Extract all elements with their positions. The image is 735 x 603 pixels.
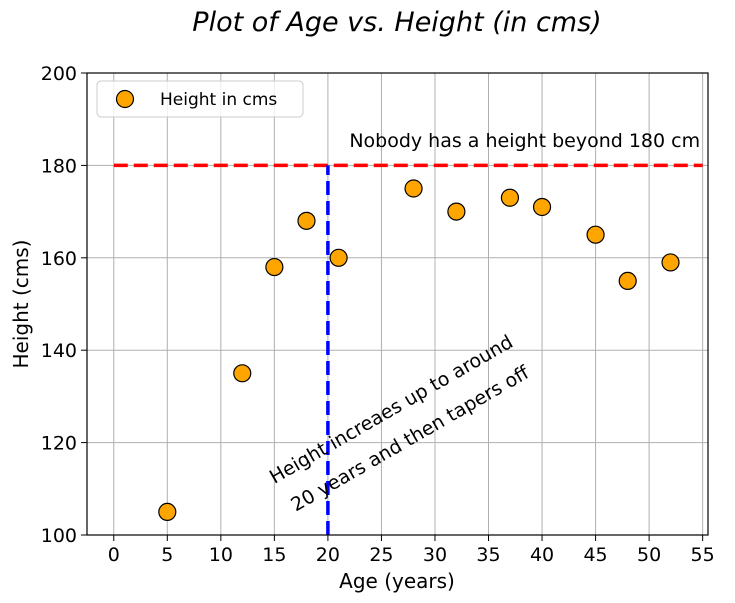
data-point xyxy=(297,211,316,230)
reference-lines xyxy=(113,163,703,535)
x-tick-label: 20 xyxy=(316,544,340,566)
x-axis-label: Age (years) xyxy=(339,569,455,593)
x-tick-label: 5 xyxy=(161,544,173,566)
data-point xyxy=(404,179,423,198)
data-point xyxy=(158,502,177,521)
annotation-text: Nobody has a height beyond 180 cm xyxy=(349,130,700,152)
x-tick-label: 40 xyxy=(530,544,554,566)
data-point xyxy=(329,248,348,267)
x-tick-label: 50 xyxy=(637,544,661,566)
chart-title: Plot of Age vs. Height (in cms) xyxy=(192,7,601,38)
y-tick-label: 160 xyxy=(41,248,77,270)
y-tick-label: 120 xyxy=(41,433,77,455)
x-tick-label: 30 xyxy=(423,544,447,566)
x-tick-label: 55 xyxy=(691,544,715,566)
x-tick-label: 0 xyxy=(108,544,120,566)
x-tick-label: 10 xyxy=(209,544,233,566)
legend-label: Height in cms xyxy=(160,90,277,110)
scatter-points xyxy=(158,179,680,521)
y-tick-label: 180 xyxy=(41,155,77,177)
data-point xyxy=(447,202,466,221)
x-tick-label: 35 xyxy=(476,544,500,566)
x-axis-ticks: 0 5 10 15 20 25 30 35 40 45 50 55 xyxy=(108,535,715,566)
y-tick-label: 100 xyxy=(41,525,77,547)
annotations: Nobody has a height beyond 180 cmHeight … xyxy=(266,130,700,516)
data-point xyxy=(618,271,637,290)
y-tick-label: 200 xyxy=(41,63,77,85)
data-point xyxy=(233,364,252,383)
legend-marker xyxy=(115,89,135,109)
legend-box xyxy=(96,80,304,118)
data-point xyxy=(265,257,284,277)
y-tick-label: 140 xyxy=(41,340,77,362)
y-axis-ticks: 100 120 140 160 180 200 xyxy=(41,63,87,547)
y-axis-label: Height (cms) xyxy=(9,240,33,369)
data-point xyxy=(532,197,552,217)
data-point xyxy=(586,225,605,244)
x-tick-label: 45 xyxy=(583,544,607,566)
legend: Height in cms xyxy=(96,80,304,118)
data-point xyxy=(661,253,680,272)
data-point xyxy=(500,188,520,207)
x-tick-label: 15 xyxy=(262,544,286,566)
x-tick-label: 25 xyxy=(369,544,393,566)
plot-frame xyxy=(86,72,709,536)
